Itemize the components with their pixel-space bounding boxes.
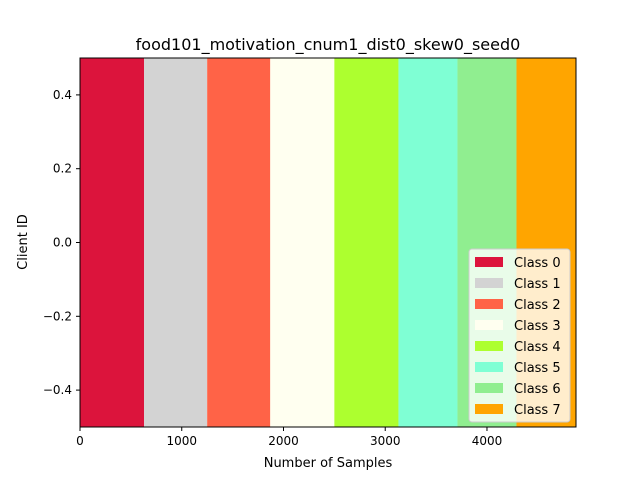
y-tick-label: −0.2	[43, 309, 72, 323]
legend-swatch-class-1	[475, 278, 503, 288]
x-axis-ticks: 0 1000 2000 3000 4000	[76, 427, 502, 448]
legend-label-class-5: Class 5	[514, 361, 561, 376]
legend-swatch-class-2	[475, 299, 503, 309]
y-tick-label: −0.4	[43, 383, 72, 397]
legend-swatch-class-5	[475, 362, 503, 372]
legend-label-class-1: Class 1	[514, 277, 561, 292]
legend-label-class-7: Class 7	[514, 403, 561, 418]
x-tick-label: 2000	[268, 434, 299, 448]
bar-class-4	[334, 58, 399, 427]
legend: Class 0 Class 1 Class 2 Class 3 Class 4 Class…	[468, 248, 571, 423]
legend-swatch-class-0	[475, 257, 503, 267]
chart-title: food101_motivation_cnum1_dist0_skew0_see…	[136, 35, 521, 55]
legend-label-class-2: Class 2	[514, 298, 561, 313]
bar-class-5	[398, 58, 458, 427]
legend-swatch-class-3	[475, 320, 503, 330]
legend-label-class-6: Class 6	[514, 382, 561, 397]
y-tick-label: 0.2	[53, 162, 72, 176]
plot-frame	[79, 57, 577, 428]
x-tick-label: 3000	[370, 434, 401, 448]
bar-class-2	[207, 58, 271, 427]
legend-box	[468, 248, 571, 423]
bar-class-0	[80, 58, 145, 427]
x-tick-label: 1000	[166, 434, 197, 448]
y-axis-label: Client ID	[16, 214, 31, 270]
y-tick-label: 0.4	[53, 88, 72, 102]
x-axis-label: Number of Samples	[264, 456, 393, 471]
x-tick-label: 4000	[472, 434, 503, 448]
bar-class-1	[144, 58, 208, 427]
legend-swatch-class-6	[475, 383, 503, 393]
x-tick-label: 0	[76, 434, 84, 448]
legend-label-class-3: Class 3	[514, 319, 561, 334]
bar-class-3	[270, 58, 335, 427]
y-axis-ticks: 0.4 0.2 0.0 −0.2 −0.4	[43, 88, 80, 397]
legend-label-class-0: Class 0	[514, 256, 561, 271]
legend-label-class-4: Class 4	[514, 340, 561, 355]
legend-swatch-class-4	[475, 341, 503, 351]
y-tick-label: 0.0	[53, 236, 72, 250]
legend-swatch-class-7	[475, 404, 503, 414]
